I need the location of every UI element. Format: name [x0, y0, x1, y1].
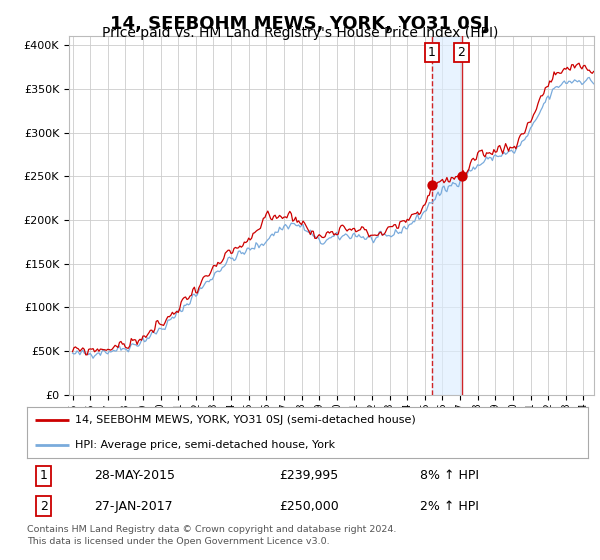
- Text: 27-JAN-2017: 27-JAN-2017: [94, 500, 173, 513]
- Text: £239,995: £239,995: [280, 469, 339, 483]
- Text: 14, SEEBOHM MEWS, YORK, YO31 0SJ (semi-detached house): 14, SEEBOHM MEWS, YORK, YO31 0SJ (semi-d…: [74, 415, 415, 424]
- Text: 2% ↑ HPI: 2% ↑ HPI: [420, 500, 479, 513]
- Text: 8% ↑ HPI: 8% ↑ HPI: [420, 469, 479, 483]
- Bar: [432, 36, 461, 395]
- Text: 2: 2: [458, 46, 466, 59]
- Text: 1: 1: [428, 46, 436, 59]
- Text: Price paid vs. HM Land Registry's House Price Index (HPI): Price paid vs. HM Land Registry's House …: [102, 26, 498, 40]
- Text: 14, SEEBOHM MEWS, YORK, YO31 0SJ: 14, SEEBOHM MEWS, YORK, YO31 0SJ: [110, 15, 490, 32]
- Point: [457, 172, 466, 181]
- Text: 2: 2: [40, 500, 48, 513]
- Text: 28-MAY-2015: 28-MAY-2015: [94, 469, 175, 483]
- Text: 1: 1: [40, 469, 48, 483]
- Text: HPI: Average price, semi-detached house, York: HPI: Average price, semi-detached house,…: [74, 440, 335, 450]
- Text: £250,000: £250,000: [280, 500, 339, 513]
- Point: [427, 180, 437, 189]
- Text: Contains HM Land Registry data © Crown copyright and database right 2024.
This d: Contains HM Land Registry data © Crown c…: [27, 525, 397, 546]
